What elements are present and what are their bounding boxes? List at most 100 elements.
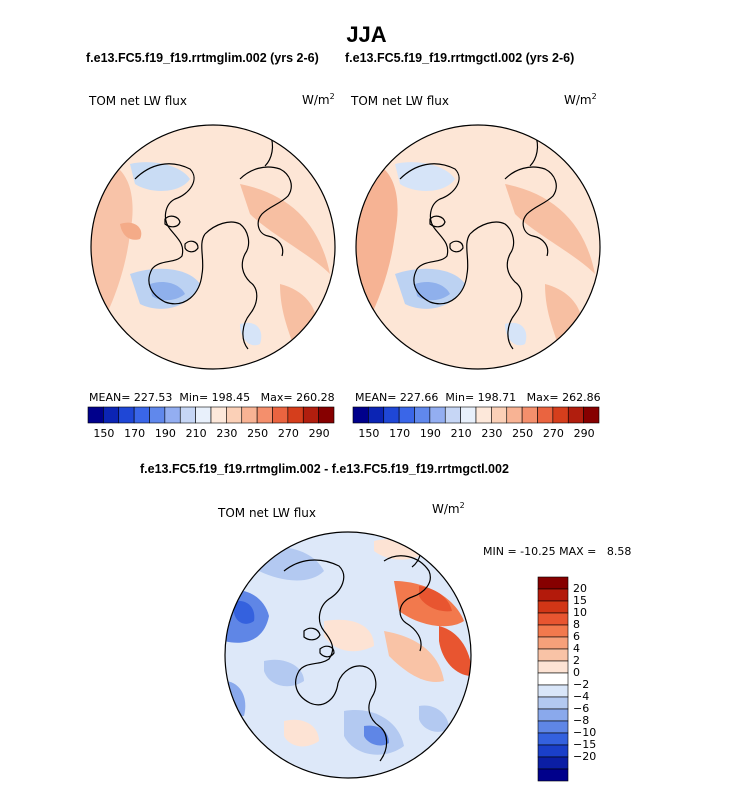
panel2-colorbar-swatch [475,406,492,424]
panel1-colorbar-swatch [133,406,150,424]
panel2-stats: MEAN= 227.66 Min= 198.71 Max= 262.86 [355,391,601,404]
diff-colorbar-tick-label: −2 [573,678,590,691]
diff-colorbar-swatch [537,672,569,686]
diff-colorbar-tick-label: 8 [573,618,580,631]
panel1-colorbar-swatch [241,406,258,424]
diff-field-label: TOM net LW flux [218,506,316,520]
panel1-colorbar-tick-label: 290 [308,427,330,440]
panel1-colorbar-swatch [179,406,196,424]
panel1-colorbar-swatch [87,406,104,424]
panel2-colorbar-tick-label: 190 [419,427,441,440]
panel1-colorbar-swatch [226,406,243,424]
panel2-field-label: TOM net LW flux [351,94,449,108]
panel1-colorbar [87,406,335,424]
diff-colorbar-labels: 20 15 10 8 6 4 2 0 −2 −4 −6 −8 −10 −15 −20 [571,577,611,781]
figure-title: JJA [346,22,387,47]
diff-colorbar-swatch [537,768,569,782]
panel2-units: W/m2 [564,92,597,107]
panel1-colorbar-tick-label: 150 [93,427,115,440]
diff-colorbar-tick-label: 2 [573,654,580,667]
panel1-colorbar-tick-label: 230 [216,427,238,440]
diff-colorbar-swatch [537,612,569,626]
diff-colorbar-swatch [537,648,569,662]
diff-polar-map [224,531,472,779]
panel1-colorbar-swatch [287,406,304,424]
panel1-colorbar-swatch [318,406,335,424]
diff-colorbar-swatch [537,624,569,638]
panel1-colorbar-tick-label: 190 [154,427,176,440]
diff-colorbar-tick-label: −15 [573,738,597,751]
panel2-colorbar-swatch [444,406,461,424]
diff-colorbar-swatch [537,744,569,758]
panel1-colorbar-tick-label: 170 [124,427,146,440]
diff-colorbar-tick-label: 4 [573,642,580,655]
panel2-colorbar-swatch [383,406,400,424]
panel2-colorbar-swatch [429,406,446,424]
panel2-colorbar-tick-label: 170 [389,427,411,440]
panel2-colorbar-swatch [414,406,431,424]
panel2-colorbar-swatch [460,406,477,424]
panel2-colorbar-tick-label: 290 [573,427,595,440]
panel2-colorbar-tick-label: 270 [542,427,564,440]
diff-colorbar-tick-label: 10 [573,606,587,619]
diff-colorbar-tick-label: 15 [573,594,587,607]
panel2-colorbar-tick-label: 150 [358,427,380,440]
panel1-run-label: f.e13.FC5.f19_f19.rrtmglim.002 (yrs 2-6) [86,51,319,65]
diff-colorbar-tick-label: 6 [573,630,580,643]
panel1-stats: MEAN= 227.53 Min= 198.45 Max= 260.28 [89,391,335,404]
diff-colorbar [537,576,569,782]
panel1-polar-map [90,124,336,370]
panel1-colorbar-swatch [210,406,227,424]
panel1-colorbar-swatch [195,406,212,424]
panel2-colorbar-swatch [552,406,569,424]
panel2-colorbar-swatch [352,406,369,424]
diff-min-max: MIN = -10.25 MAX = 8.58 [483,545,632,558]
diff-colorbar-tick-label: −4 [573,690,590,703]
panel2-colorbar-tick-label: 210 [450,427,472,440]
diff-run-label: f.e13.FC5.f19_f19.rrtmglim.002 - f.e13.F… [140,462,509,476]
panel2-polar-map [355,124,601,370]
panel2-colorbar-swatch [491,406,508,424]
diff-colorbar-tick-label: −6 [573,702,590,715]
panel1-colorbar-swatch [149,406,166,424]
panel2-colorbar-swatch [537,406,554,424]
diff-colorbar-swatch [537,636,569,650]
panel1-colorbar-swatch [302,406,319,424]
panel2-run-label: f.e13.FC5.f19_f19.rrtmgctl.002 (yrs 2-6) [345,51,575,65]
diff-colorbar-swatch [537,684,569,698]
diff-colorbar-swatch [537,756,569,770]
diff-colorbar-swatch [537,600,569,614]
panel2-colorbar-swatch [398,406,415,424]
diff-colorbar-swatch [537,708,569,722]
diff-colorbar-swatch [537,696,569,710]
diff-colorbar-swatch [537,588,569,602]
panel1-colorbar-swatch [272,406,289,424]
diff-colorbar-tick-label: −10 [573,726,597,739]
panel1-colorbar-labels: 150 170 190 210 230 250 270 290 [88,427,334,441]
panel2-colorbar-labels: 150 170 190 210 230 250 270 290 [353,427,599,441]
diff-units: W/m2 [432,501,465,516]
diff-colorbar-tick-label: 20 [573,582,587,595]
panel2-colorbar-swatch [567,406,584,424]
panel2-colorbar-swatch [506,406,523,424]
panel1-colorbar-swatch [256,406,273,424]
panel1-units: W/m2 [302,92,335,107]
panel2-colorbar-tick-label: 230 [481,427,503,440]
panel1-colorbar-tick-label: 250 [247,427,269,440]
panel1-colorbar-swatch [164,406,181,424]
diff-colorbar-swatch [537,720,569,734]
panel1-field-label: TOM net LW flux [89,94,187,108]
panel2-colorbar-swatch [521,406,538,424]
diff-colorbar-tick-label: −8 [573,714,590,727]
panel1-colorbar-tick-label: 210 [185,427,207,440]
panel2-colorbar [352,406,600,424]
panel2-colorbar-swatch [368,406,385,424]
panel2-colorbar-tick-label: 250 [512,427,534,440]
panel2-colorbar-swatch [583,406,600,424]
panel1-colorbar-swatch [118,406,135,424]
diff-colorbar-tick-label: −20 [573,750,597,763]
diff-colorbar-swatch [537,660,569,674]
diff-colorbar-tick-label: 0 [573,666,580,679]
diff-colorbar-swatch [537,576,569,590]
panel1-colorbar-swatch [103,406,120,424]
